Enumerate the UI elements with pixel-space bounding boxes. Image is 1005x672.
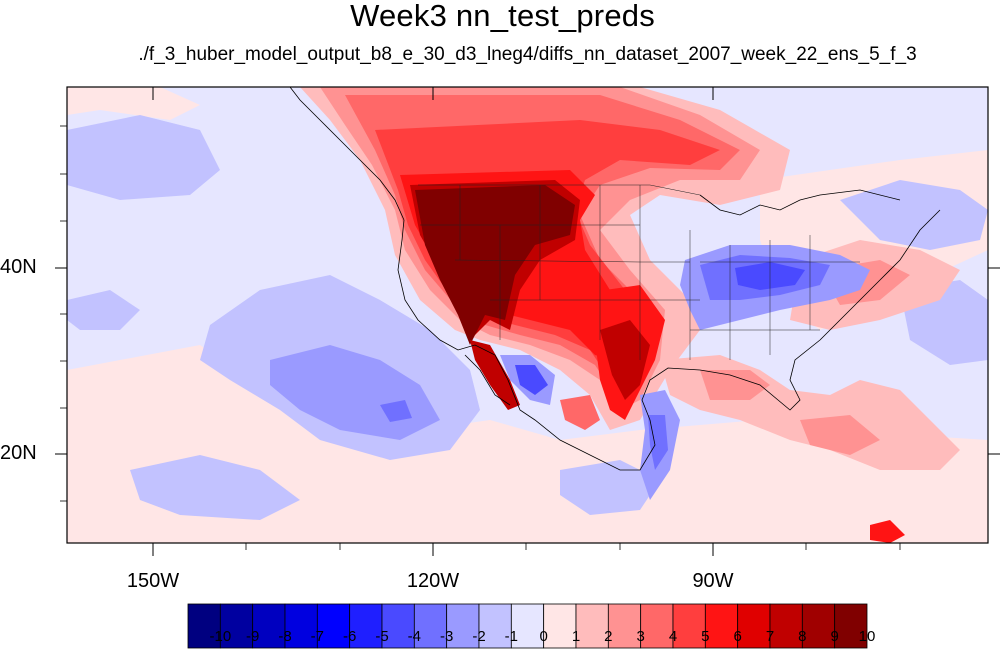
colorbar-tick-label: -6 (342, 628, 357, 645)
colorbar-tick-label: 4 (668, 628, 678, 645)
colorbar-tick-label: -10 (209, 628, 232, 645)
colorbar-box (575, 603, 609, 649)
colorbar-box (252, 603, 286, 649)
colorbar-box (834, 603, 868, 649)
colorbar-box (543, 603, 577, 649)
colorbar-box (769, 603, 803, 649)
axis-ticks (55, 87, 1000, 556)
colorbar-tick-label: -4 (407, 628, 421, 645)
colorbar (187, 603, 868, 649)
colorbar-tick-label: -5 (375, 628, 389, 645)
colorbar-tick-label: 7 (765, 628, 775, 645)
colorbar-box (381, 603, 415, 649)
colorbar-tick-label: 5 (701, 628, 710, 645)
colorbar-tick-label: -9 (245, 628, 260, 645)
colorbar-box (737, 603, 771, 649)
colorbar-box (349, 603, 383, 649)
colorbar-tick-label: 6 (733, 628, 742, 645)
colorbar-box (704, 603, 739, 649)
colorbar-tick-label: 2 (604, 628, 613, 645)
colorbar-box (640, 603, 674, 649)
lon-label-120w: 120W (406, 570, 460, 592)
lon-label-90w: 90W (692, 570, 734, 592)
colorbar-tick-label: -2 (472, 628, 486, 645)
colorbar-box (284, 603, 318, 649)
colorbar-box (187, 603, 221, 649)
lat-label-20n: 20N (0, 442, 37, 464)
colorbar-tick-label: -8 (278, 628, 292, 645)
colorbar-box (478, 603, 512, 649)
colorbar-tick-label: 9 (830, 628, 839, 645)
contour-field (67, 87, 988, 543)
lon-label-150w: 150W (126, 570, 180, 592)
colorbar-box (510, 603, 545, 649)
colorbar-box (607, 603, 642, 649)
colorbar-box (413, 603, 448, 649)
colorbar-tick-label: -7 (310, 628, 324, 645)
colorbar-tick-label: -3 (439, 628, 454, 645)
colorbar-box (219, 603, 254, 649)
map-title: Week3 nn_test_preds (350, 0, 655, 33)
colorbar-tick-label: 10 (858, 628, 876, 645)
colorbar-tick-label: 1 (571, 628, 581, 645)
colorbar-box (801, 603, 836, 649)
colorbar-tick-label: 8 (798, 628, 807, 645)
lat-label-40n: 40N (0, 256, 37, 278)
colorbar-tick-label: -1 (504, 628, 518, 645)
colorbar-tick-label: 0 (539, 628, 548, 645)
map-subtitle: ./f_3_huber_model_output_b8_e_30_d3_lneg… (138, 44, 917, 65)
colorbar-tick-label: 3 (636, 628, 645, 645)
